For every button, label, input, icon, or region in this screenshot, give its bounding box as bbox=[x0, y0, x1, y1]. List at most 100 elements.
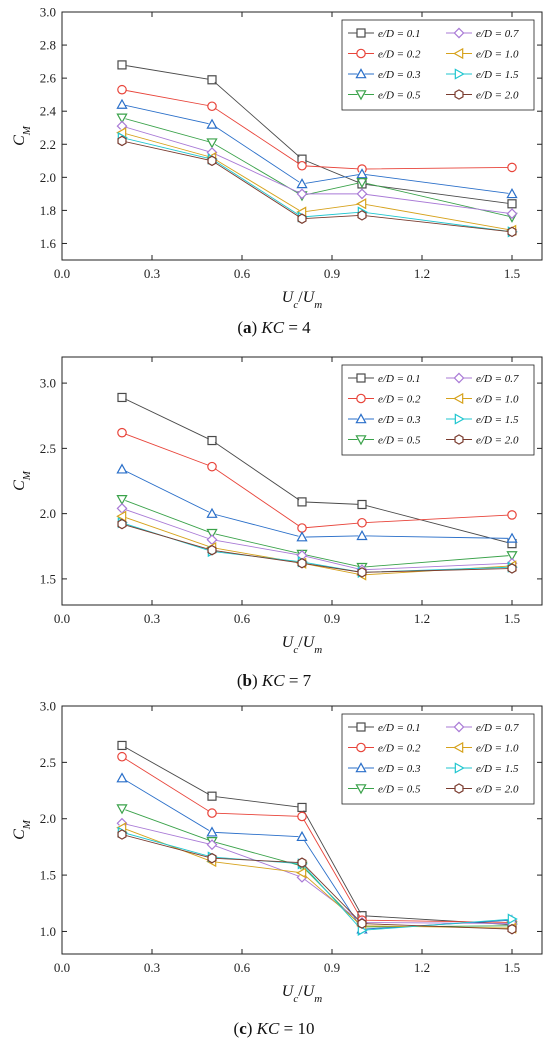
marker-backdrop bbox=[118, 741, 126, 750]
marker-backdrop bbox=[118, 122, 126, 130]
plot-frame bbox=[61, 11, 543, 261]
series-0 bbox=[117, 392, 517, 549]
data-point bbox=[206, 138, 218, 149]
x-tick-label: 0.9 bbox=[324, 611, 340, 626]
x-label-sub2: m bbox=[314, 993, 322, 1005]
legend-marker bbox=[454, 434, 464, 445]
legend-label: e/D = 0.7 bbox=[476, 722, 519, 734]
data-point bbox=[116, 98, 128, 109]
y-label-main: C bbox=[11, 829, 28, 840]
data-point bbox=[507, 913, 518, 925]
legend-label: e/D = 0.2 bbox=[378, 394, 421, 406]
legend-marker bbox=[356, 742, 366, 753]
legend-marker bbox=[355, 413, 367, 424]
data-point bbox=[297, 497, 307, 507]
legend-marker-backdrop bbox=[357, 374, 365, 382]
marker-backdrop bbox=[298, 162, 306, 170]
x-tick-label: 0.3 bbox=[144, 960, 160, 975]
y-tick-label: 1.0 bbox=[40, 924, 56, 939]
marker-backdrop bbox=[298, 812, 306, 821]
x-tick-label: 0.0 bbox=[54, 611, 70, 626]
data-point bbox=[206, 507, 218, 518]
marker-backdrop bbox=[208, 809, 216, 817]
legend-label: e/D = 0.1 bbox=[378, 28, 421, 40]
data-point bbox=[116, 804, 128, 815]
y-axis-label: CM bbox=[11, 125, 33, 146]
legend-marker bbox=[453, 47, 464, 60]
legend-marker bbox=[355, 435, 367, 446]
marker-backdrop bbox=[208, 76, 216, 84]
marker-backdrop bbox=[208, 157, 216, 165]
y-tick-label: 1.5 bbox=[40, 868, 56, 883]
caption-kc: KC bbox=[260, 318, 284, 337]
data-point bbox=[356, 168, 368, 179]
legend-marker-backdrop bbox=[455, 374, 463, 382]
data-point bbox=[206, 826, 218, 837]
series-line bbox=[121, 808, 513, 928]
data-point bbox=[507, 199, 517, 209]
marker-backdrop bbox=[358, 519, 366, 527]
data-point bbox=[207, 808, 217, 818]
marker-backdrop bbox=[358, 190, 366, 198]
y-tick-label: 2.0 bbox=[40, 506, 56, 521]
data-point bbox=[506, 551, 518, 562]
marker-backdrop bbox=[298, 215, 306, 223]
data-point bbox=[116, 510, 127, 522]
x-tick-label: 1.2 bbox=[414, 266, 430, 281]
legend-marker bbox=[356, 722, 366, 732]
series-line bbox=[121, 498, 513, 568]
data-point bbox=[297, 811, 307, 822]
legend-label: e/D = 1.5 bbox=[476, 763, 519, 775]
marker-backdrop bbox=[508, 210, 516, 218]
legend-label: e/D = 0.7 bbox=[476, 28, 519, 40]
data-point bbox=[296, 867, 307, 879]
legend-marker bbox=[356, 28, 366, 38]
data-point bbox=[357, 517, 367, 528]
caption-close-paren: ) bbox=[252, 671, 262, 690]
y-tick-label: 2.0 bbox=[40, 170, 56, 185]
data-point bbox=[116, 772, 128, 783]
legend-marker bbox=[453, 741, 464, 754]
marker-backdrop bbox=[118, 520, 126, 528]
marker-backdrop bbox=[118, 137, 126, 145]
legend-marker-backdrop bbox=[455, 784, 463, 793]
marker-backdrop bbox=[118, 429, 126, 437]
plot-frame bbox=[61, 705, 543, 955]
data-point bbox=[507, 162, 517, 173]
data-point bbox=[357, 567, 367, 578]
x-label-sep: / bbox=[298, 634, 303, 651]
data-point bbox=[206, 528, 218, 540]
marker-backdrop bbox=[298, 190, 306, 198]
y-tick-label: 2.0 bbox=[40, 811, 56, 826]
x-tick-label: 1.5 bbox=[504, 266, 520, 281]
y-tick-label: 3.0 bbox=[40, 376, 56, 391]
marker-backdrop bbox=[208, 792, 216, 800]
caption-value: = 7 bbox=[285, 671, 312, 690]
legend-marker bbox=[355, 68, 367, 79]
data-point bbox=[296, 178, 308, 189]
data-point bbox=[207, 435, 217, 446]
chart-panel-c: 0.0 0.3 0.6 0.9 1.2 1.5 1.0 1.5 2.0 2.5 3.0 Uc/Um CM… bbox=[11, 699, 543, 1005]
data-point bbox=[116, 463, 128, 474]
data-point bbox=[207, 461, 217, 472]
legend-marker-backdrop bbox=[357, 29, 365, 37]
marker-backdrop bbox=[508, 925, 516, 933]
data-point bbox=[356, 198, 367, 210]
marker-backdrop bbox=[298, 559, 306, 567]
data-point bbox=[296, 531, 308, 542]
legend-label: e/D = 2.0 bbox=[476, 90, 519, 102]
x-label-main: U bbox=[282, 634, 295, 651]
legend-label: e/D = 0.7 bbox=[476, 373, 519, 385]
y-tick-label: 3.0 bbox=[40, 5, 56, 20]
data-point bbox=[506, 532, 518, 543]
data-point bbox=[117, 740, 127, 751]
x-tick-label: 1.5 bbox=[504, 611, 520, 626]
legend-marker bbox=[454, 89, 464, 100]
legend-label: e/D = 0.3 bbox=[378, 763, 421, 775]
marker-backdrop bbox=[118, 393, 126, 402]
legend-marker bbox=[453, 372, 465, 384]
y-label-sub: M bbox=[21, 819, 33, 830]
marker-backdrop bbox=[208, 102, 216, 110]
series-line bbox=[121, 125, 513, 215]
y-tick-label: 1.8 bbox=[40, 203, 56, 218]
